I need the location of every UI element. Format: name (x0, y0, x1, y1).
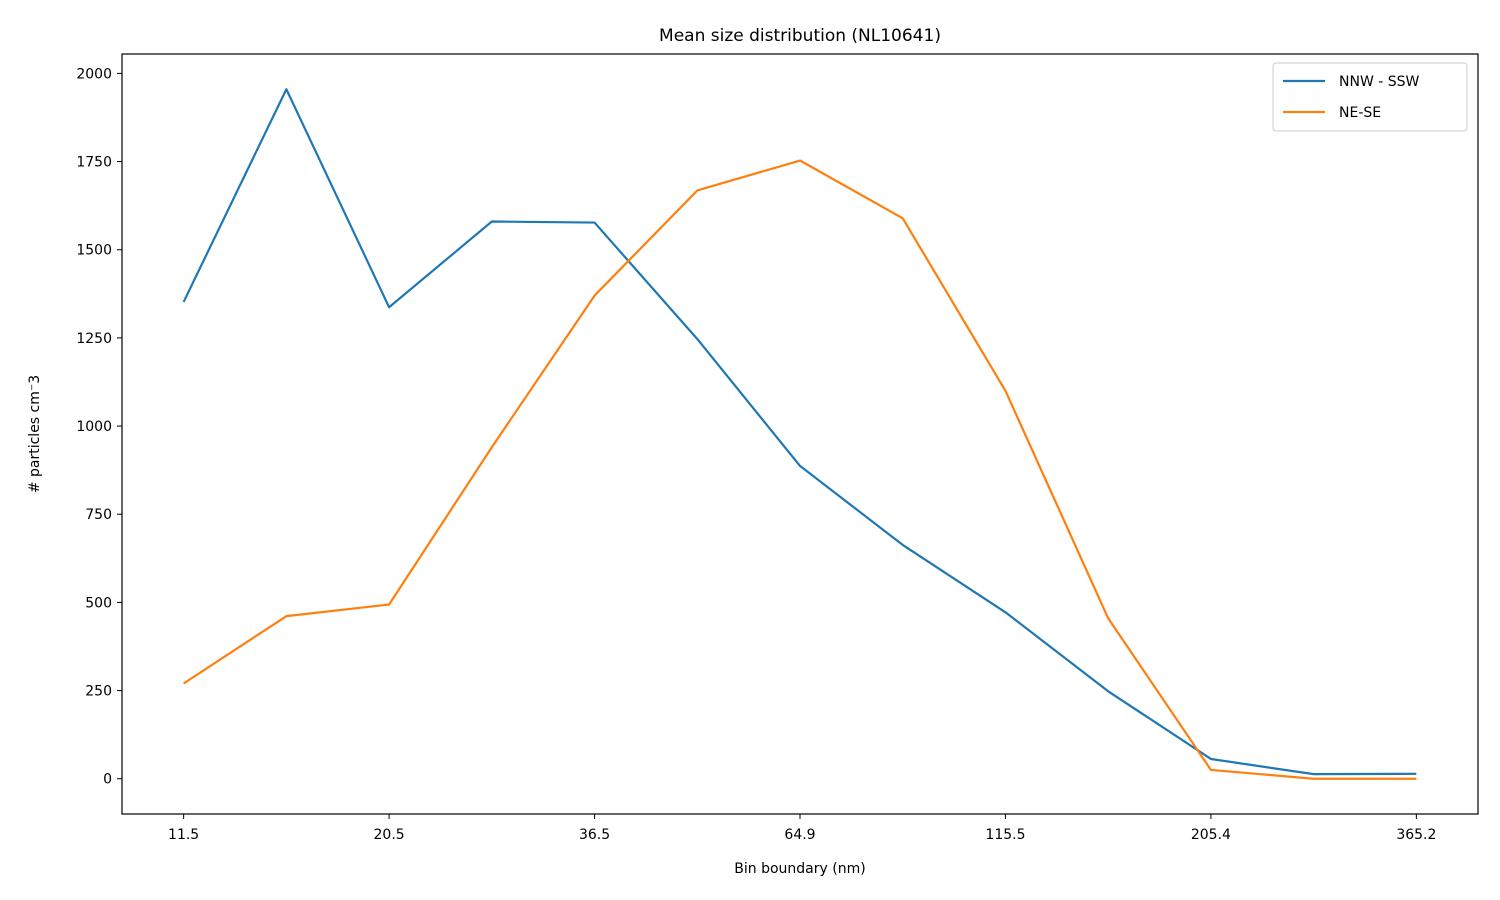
y-tick-label: 1000 (76, 419, 112, 435)
x-tick-label: 205.4 (1191, 827, 1231, 843)
y-axis-ticks: 0 250 500 750 1000 1250 1500 1750 2000 (76, 66, 122, 788)
y-tick-label: 2000 (76, 66, 112, 82)
y-tick-label: 1500 (76, 243, 112, 259)
legend-label: NNW - SSW (1339, 74, 1420, 90)
y-tick-label: 750 (85, 507, 112, 523)
legend-label: NE-SE (1339, 105, 1381, 121)
x-tick-label: 11.5 (168, 827, 199, 843)
y-tick-label: 0 (103, 772, 112, 788)
legend: NNW - SSW NE-SE (1272, 62, 1468, 132)
x-tick-label: 115.5 (985, 827, 1025, 843)
series-line-1 (182, 88, 1417, 776)
y-tick-label: 500 (85, 595, 112, 611)
x-axis-ticks: 11.5 20.5 36.5 64.9 115.5 205.4 365.2 (168, 814, 1436, 843)
x-tick-label: 64.9 (784, 827, 815, 843)
x-tick-label: 20.5 (374, 827, 405, 843)
y-tick-label: 250 (85, 684, 112, 700)
x-axis-label: Bin boundary (nm) (734, 861, 865, 877)
y-tick-label: 1250 (76, 331, 112, 347)
chart-title: Mean size distribution (NL10641) (659, 26, 941, 46)
y-axis-label: # particles cm⁻3 (27, 375, 43, 493)
x-tick-label: 365.2 (1396, 827, 1436, 843)
x-tick-label: 36.5 (579, 827, 610, 843)
y-tick-label: 1750 (76, 155, 112, 171)
series-line-2 (183, 159, 1417, 780)
plot-lines (182, 88, 1417, 780)
